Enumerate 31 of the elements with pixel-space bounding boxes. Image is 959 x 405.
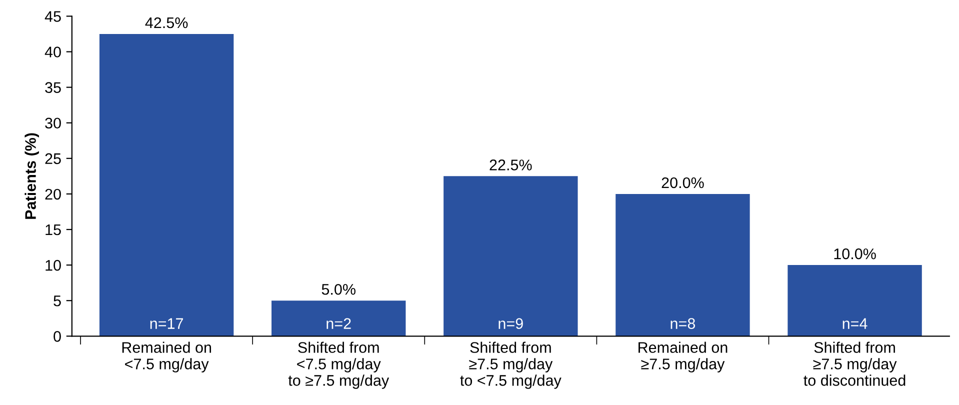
annotation: n=17 <box>150 318 183 329</box>
y-axis-title: Patients (%) <box>24 133 39 219</box>
annotation: n=8 <box>670 318 696 329</box>
y-tick-label: 45 <box>44 11 61 22</box>
bar <box>444 176 578 336</box>
bar <box>272 300 406 336</box>
x-tick-label: Remained on ≥7.5 mg/day <box>638 342 728 372</box>
annotation: n=9 <box>498 318 523 329</box>
y-tick-label: 40 <box>44 46 61 58</box>
data-label: 22.5% <box>490 160 532 170</box>
data-label: 10.0% <box>834 248 876 260</box>
y-tick-label: 15 <box>46 224 61 236</box>
data-label: 5.0% <box>322 284 356 295</box>
y-tick-label: 30 <box>45 118 61 129</box>
y-tick-label: 0 <box>54 331 61 342</box>
data-label: 42.5% <box>145 17 188 28</box>
y-tick-label: 5 <box>54 296 61 306</box>
bar <box>99 34 234 336</box>
annotation: n=2 <box>326 318 351 329</box>
data-label: 20.0% <box>662 177 704 188</box>
x-tick-label: Shifted from <7.5 mg/day to ≥7.5 mg/day <box>288 342 390 389</box>
x-tick-label: Shifted from ≥7.5 mg/day to discontinued <box>804 342 906 386</box>
bar <box>788 265 922 336</box>
x-tick-label: Shifted from ≥7.5 mg/day to <7.5 mg/day <box>460 342 562 389</box>
y-tick-label: 35 <box>45 82 61 93</box>
bar <box>616 194 750 336</box>
x-tick-label: Remained on <7.5 mg/day <box>122 342 212 372</box>
annotation: n=4 <box>842 318 868 329</box>
y-tick-label: 25 <box>45 153 61 164</box>
y-tick-label: 10 <box>46 260 61 271</box>
y-tick-label: 20 <box>45 188 61 200</box>
